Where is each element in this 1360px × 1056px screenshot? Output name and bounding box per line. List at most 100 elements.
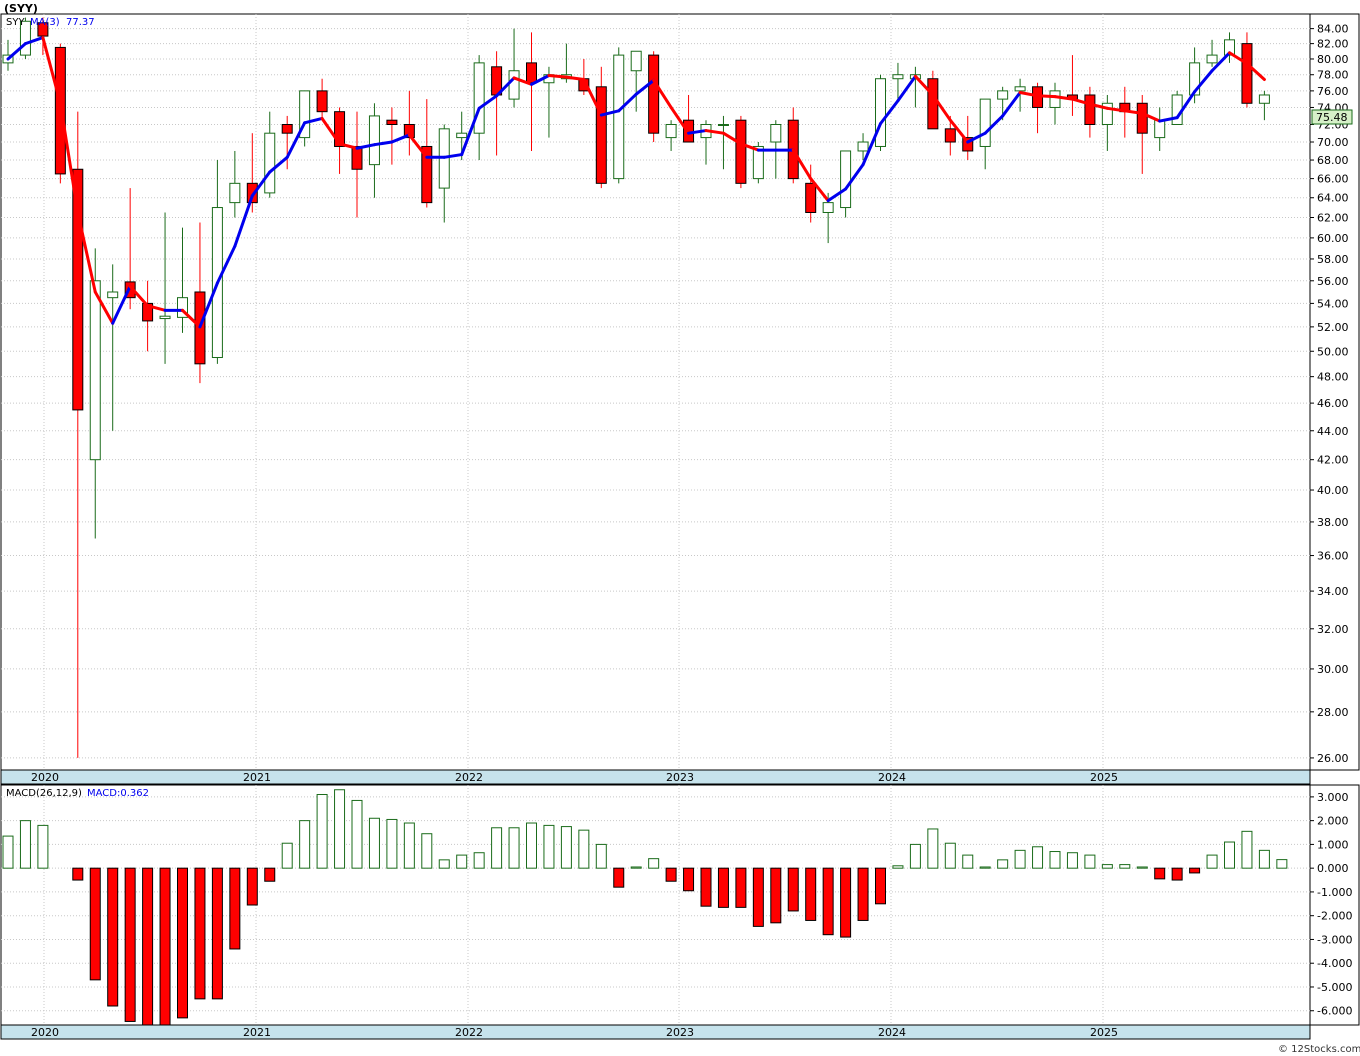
ma-segment (372, 140, 394, 147)
price-tick-label: 54.00 (1317, 297, 1349, 310)
macd-bar (264, 867, 276, 882)
ma-segment (23, 36, 45, 46)
macd-label: MACD(26,12,9) (6, 788, 82, 799)
candle-body (386, 119, 398, 125)
macd-bar (2, 835, 14, 869)
macd-bar (1136, 866, 1148, 869)
macd-tick-label: 3.000 (1317, 791, 1349, 804)
candle-body (630, 50, 642, 72)
ma-segment (983, 114, 1005, 135)
price-tick-label: 34.00 (1317, 585, 1349, 598)
macd-bar (1224, 841, 1235, 869)
ma-segment (1210, 51, 1231, 73)
macd-bar (962, 854, 974, 869)
ma-segment (913, 74, 935, 97)
macd-bar (473, 852, 485, 869)
macd-bar (1066, 852, 1078, 869)
macd-bar (368, 817, 380, 869)
ma-segment (547, 74, 568, 79)
macd-bar (578, 829, 590, 869)
macd-bar (840, 867, 852, 938)
candle (421, 99, 433, 208)
macd-bar (107, 867, 119, 1007)
ma-segment (966, 131, 987, 144)
candle (840, 150, 852, 218)
ma-segment (704, 129, 725, 135)
ma-segment (303, 116, 324, 125)
price-tick-label: 82.00 (1317, 38, 1349, 51)
price-tick-label: 62.00 (1317, 211, 1349, 224)
macd-tick-label: -4.000 (1317, 957, 1352, 970)
ma-segment (181, 308, 202, 329)
candle (805, 164, 817, 223)
candle-body (1154, 119, 1166, 139)
macd-year-label: 2022 (455, 1026, 483, 1039)
macd-bar (334, 789, 346, 869)
price-tick-label: 46.00 (1317, 397, 1349, 410)
candle (177, 227, 188, 333)
macd-bar (386, 818, 398, 869)
macd-year-label: 2023 (666, 1026, 694, 1039)
candle (142, 280, 154, 352)
macd-bar (1206, 854, 1218, 869)
price-tick-label: 56.00 (1317, 275, 1349, 288)
candle-body (508, 70, 520, 100)
macd-bar (142, 867, 154, 1026)
candle-body (473, 62, 485, 134)
candle (962, 115, 974, 161)
ma-segment (1245, 62, 1266, 82)
macd-bar (927, 828, 939, 869)
price-year-label: 2024 (878, 771, 906, 784)
ma-segment (1175, 90, 1197, 120)
candle (281, 115, 293, 170)
footer-credit: © 12Stocks.com (1278, 1044, 1360, 1055)
candle-body (717, 123, 729, 126)
macd-tick-label: 1.000 (1317, 838, 1349, 851)
macd-bar (491, 827, 503, 869)
macd-year-label: 2024 (878, 1026, 906, 1039)
price-tick-label: 36.00 (1317, 550, 1349, 563)
candle (299, 90, 311, 147)
macd-bar (124, 867, 136, 1022)
candle-body (177, 297, 188, 318)
candle (264, 111, 276, 198)
price-tick-label: 50.00 (1317, 345, 1349, 358)
macd-bar (1241, 830, 1253, 869)
ma-segment (6, 42, 27, 61)
ma-segment (93, 290, 115, 325)
candle (857, 133, 869, 161)
ma-segment (1088, 102, 1109, 110)
macd-bar (770, 867, 782, 924)
candle (368, 103, 380, 198)
ma-segment (687, 129, 708, 135)
candle-body (840, 150, 852, 209)
macd-bar (1119, 864, 1131, 869)
candle-body (368, 115, 380, 166)
macd-bar (1101, 864, 1113, 869)
candle-body (351, 145, 363, 170)
macd-axis-panel (1309, 784, 1360, 1026)
macd-bar (159, 867, 171, 1026)
candle-body (735, 119, 747, 184)
price-year-label: 2020 (31, 771, 59, 784)
price-tick-label: 84.00 (1317, 23, 1349, 36)
macd-bar (1258, 849, 1270, 869)
candle (1206, 39, 1218, 67)
ma-segment (58, 101, 80, 214)
macd-value-label: MACD:0.362 (87, 788, 149, 799)
candle (1241, 32, 1253, 108)
candle-body (1084, 94, 1096, 125)
ma-segment (442, 153, 464, 159)
ma-segment (1036, 94, 1057, 99)
candle (648, 51, 660, 143)
macd-bar (403, 822, 415, 869)
candle (1258, 90, 1270, 121)
ma-line (6, 36, 1266, 329)
candle (54, 43, 66, 184)
price-tick-label: 40.00 (1317, 484, 1349, 497)
macd-bar (299, 820, 311, 869)
candle (1136, 94, 1148, 174)
price-year-label: 2022 (455, 771, 483, 784)
macd-bar (421, 833, 433, 869)
price-tick-label: 26.00 (1317, 752, 1349, 765)
